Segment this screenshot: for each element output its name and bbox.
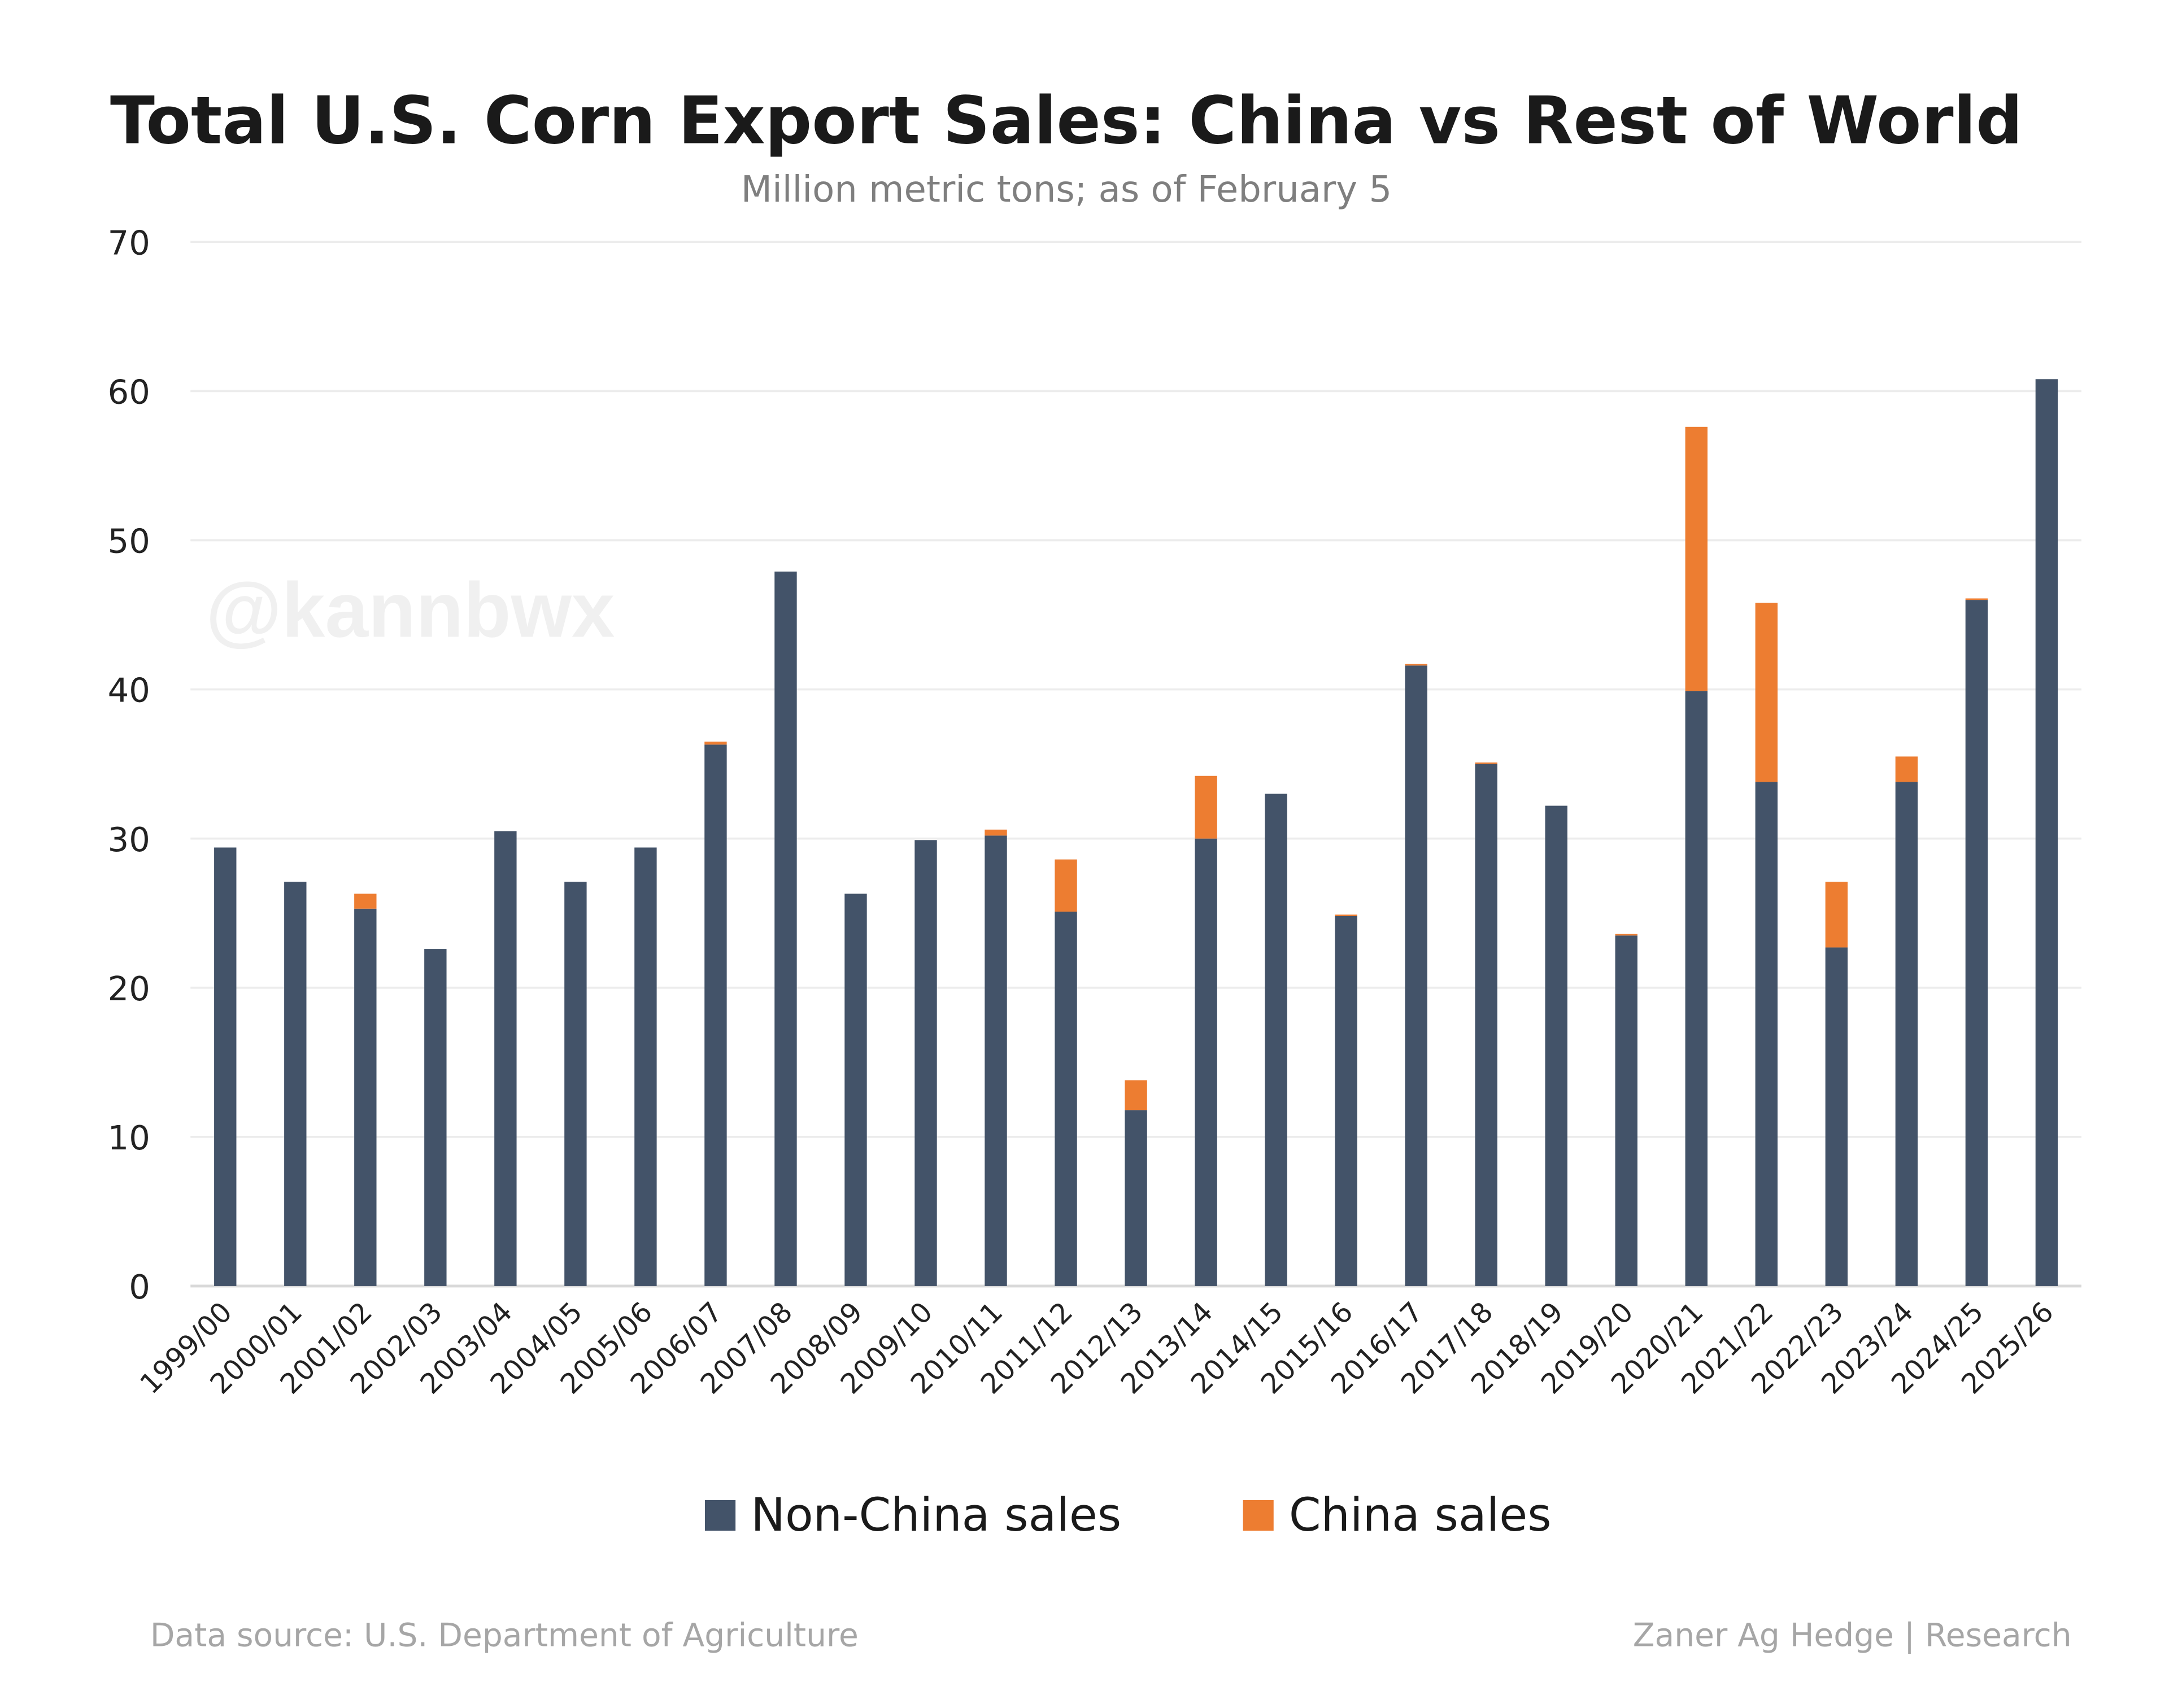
- chart-title: Total U.S. Corn Export Sales: China vs R…: [110, 84, 2023, 159]
- bar-china: [985, 829, 1007, 836]
- bar-non-china: [1475, 764, 1497, 1286]
- bar-china: [1335, 914, 1357, 916]
- bar-non-china: [494, 831, 517, 1286]
- bar-non-china: [1265, 794, 1287, 1286]
- y-tick-label: 60: [108, 373, 150, 412]
- bar-non-china: [1055, 912, 1077, 1286]
- bar-non-china: [1825, 947, 1848, 1286]
- bar-non-china: [1895, 782, 1918, 1286]
- bar-china: [1965, 598, 1988, 600]
- bar-non-china: [1125, 1110, 1147, 1286]
- bar-china: [1895, 756, 1918, 782]
- y-tick-label: 30: [108, 820, 150, 859]
- bar-non-china: [1405, 665, 1427, 1286]
- bar-non-china: [1335, 916, 1357, 1286]
- y-tick-label: 10: [108, 1118, 150, 1157]
- bar-china: [704, 742, 727, 745]
- bar-china: [1825, 882, 1848, 948]
- y-tick-label: 20: [108, 969, 150, 1008]
- bar-non-china: [634, 847, 657, 1286]
- legend-swatch-china: [1243, 1500, 1274, 1531]
- bar-china: [1195, 775, 1217, 839]
- bar-china: [1615, 934, 1637, 936]
- bar-non-china: [1755, 782, 1778, 1286]
- footer-source: Data source: U.S. Department of Agricult…: [150, 1616, 859, 1654]
- bar-china: [354, 894, 377, 909]
- bar-non-china: [564, 882, 587, 1286]
- bar-china: [1125, 1080, 1147, 1110]
- bar-china: [1475, 762, 1497, 764]
- bar-non-china: [2035, 379, 2058, 1286]
- watermark: @kannbwx: [206, 567, 615, 653]
- bar-non-china: [844, 894, 867, 1286]
- y-tick-label: 40: [108, 671, 150, 710]
- bar-non-china: [1195, 838, 1217, 1286]
- footer-credit: Zaner Ag Hedge | Research: [1633, 1616, 2072, 1654]
- bar-non-china: [1965, 600, 1988, 1286]
- bar-non-china: [914, 840, 937, 1286]
- x-axis-ticks: 1999/002000/012001/022002/032003/042004/…: [133, 1296, 2059, 1401]
- legend: Non-China sales China sales: [705, 1489, 1552, 1542]
- bar-china: [1055, 859, 1077, 912]
- legend-label-non-china: Non-China sales: [751, 1489, 1121, 1542]
- bar-non-china: [424, 949, 447, 1286]
- bar-non-china: [1545, 805, 1567, 1286]
- bar-non-china: [214, 847, 237, 1286]
- bar-non-china: [704, 744, 727, 1286]
- y-tick-label: 70: [108, 223, 150, 262]
- bar-non-china: [774, 571, 797, 1286]
- legend-swatch-non-china: [705, 1500, 736, 1531]
- y-axis-ticks: 0 10 20 30 40 50 60 70: [108, 223, 150, 1306]
- bars: [214, 379, 2058, 1286]
- y-tick-label: 0: [129, 1267, 150, 1306]
- bar-non-china: [1615, 935, 1637, 1286]
- bar-china: [1685, 426, 1708, 691]
- bar-non-china: [354, 908, 377, 1286]
- bar-non-china: [985, 835, 1007, 1286]
- legend-label-china: China sales: [1289, 1489, 1552, 1542]
- bar-china: [1405, 664, 1427, 666]
- chart-subtitle: Million metric tons; as of February 5: [741, 169, 1392, 211]
- y-tick-label: 50: [108, 522, 150, 561]
- bar-non-china: [1685, 691, 1708, 1286]
- bar-china: [1755, 603, 1778, 782]
- bar-non-china: [284, 882, 307, 1286]
